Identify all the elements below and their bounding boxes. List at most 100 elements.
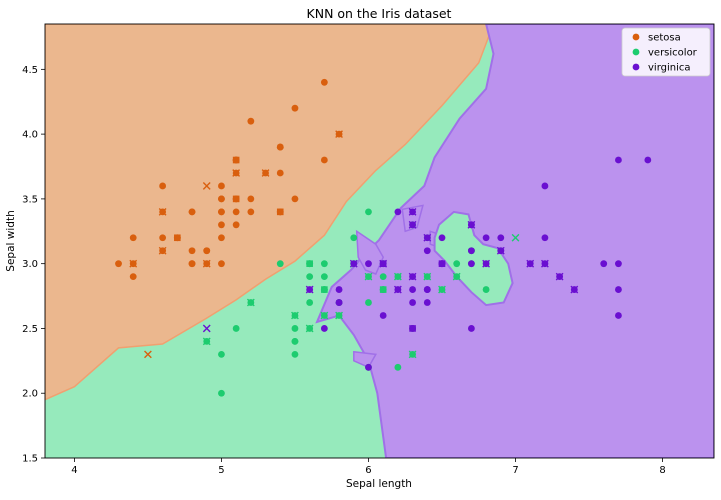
point-setosa-x [129,259,138,268]
point-virginica-x [349,259,358,268]
plot-frame [44,23,715,459]
point-versicolor [379,273,387,281]
plot-area [45,24,714,458]
point-virginica [423,299,431,306]
point-setosa-square [174,234,181,242]
point-virginica [541,234,549,242]
point-versicolor-x [452,272,461,281]
point-versicolor [276,260,284,268]
point-versicolor-x [291,311,299,320]
point-setosa-x [202,259,211,268]
point-versicolor [320,260,328,268]
point-versicolor [482,286,490,293]
point-versicolor [291,338,299,345]
point-virginica [615,286,622,293]
point-versicolor-x [364,272,373,281]
chart-title: KNN on the Iris dataset [307,6,452,21]
point-virginica [379,312,387,319]
point-setosa [129,273,137,281]
x-tick-label: 4 [71,465,77,476]
point-versicolor-square [306,260,313,267]
point-virginica [541,182,549,190]
point-setosa-x [202,182,211,190]
point-setosa [320,156,328,164]
point-setosa [247,208,255,216]
point-versicolor-x [393,272,402,281]
point-virginica-x [570,285,579,294]
point-versicolor-x [438,285,446,294]
point-versicolor-x [305,324,314,333]
legend-marker-versicolor [632,48,640,56]
point-versicolor [306,273,314,281]
region-virginica-pocket [355,229,385,275]
point-virginica-x [496,246,505,255]
y-tick-label: 3.5 [22,194,38,205]
point-versicolor-square [321,286,328,293]
point-virginica [615,156,622,164]
legend-box [621,27,711,77]
region-virginica [315,24,714,458]
point-setosa [159,234,167,242]
point-virginica [467,325,475,332]
point-virginica-x [202,324,211,333]
point-virginica-x [423,233,432,242]
point-virginica [335,299,343,306]
point-setosa [188,247,196,255]
point-setosa-x [261,169,270,177]
axes: 4 5 6 7 8 1.5 2.0 2.5 3.0 3.5 4.0 4.5 [22,65,666,476]
point-virginica [394,208,402,216]
x-tick-label: 7 [512,465,518,476]
point-virginica-square [438,260,446,267]
point-virginica [320,325,328,332]
x-tick-label: 6 [365,465,371,476]
region-setosa [45,24,495,401]
point-setosa [276,143,284,151]
point-virginica-x [408,207,417,216]
point-versicolor-x [246,298,255,307]
point-setosa [247,117,255,125]
point-versicolor [394,363,402,371]
point-versicolor [365,208,372,216]
x-tick-label: 5 [218,465,224,476]
point-setosa [188,208,196,216]
point-virginica [423,286,431,293]
point-setosa-x [144,350,152,359]
legend-label-versicolor: versicolor [648,48,698,59]
point-virginica-x [408,272,417,281]
point-setosa [218,195,225,203]
decision-regions [45,24,714,458]
point-versicolor-x [423,272,432,281]
legend-marker-setosa [632,33,640,41]
legend-label-setosa: setosa [648,33,681,44]
point-setosa [218,260,225,268]
point-setosa-square [232,195,240,203]
y-tick-label: 4.5 [22,65,38,76]
point-virginica-x [393,285,402,294]
point-setosa [320,78,328,86]
y-axis-label: Sepal width [5,210,17,271]
y-tick-label: 2.0 [22,389,38,400]
legend-marker-virginica [632,63,640,71]
point-virginica [467,260,475,268]
point-setosa [203,247,211,255]
region-virginica-pocket [401,204,424,233]
point-setosa [218,234,225,242]
legend: setosa versicolor virginica [621,27,711,77]
point-virginica-x [555,272,564,281]
point-versicolor-x [408,350,417,359]
point-setosa [218,208,225,216]
point-versicolor-x [320,311,329,320]
point-setosa [247,195,255,203]
point-setosa [159,182,167,190]
point-virginica [497,234,505,242]
y-tick-label: 1.5 [22,454,38,465]
point-versicolor-x [511,233,520,242]
point-versicolor-square [379,286,387,293]
legend-label-virginica: virginica [648,63,691,74]
point-setosa-x [158,246,167,255]
point-virginica-x [467,220,476,229]
point-virginica-square [379,260,387,267]
point-virginica-x [305,285,314,294]
point-virginica [615,260,622,268]
